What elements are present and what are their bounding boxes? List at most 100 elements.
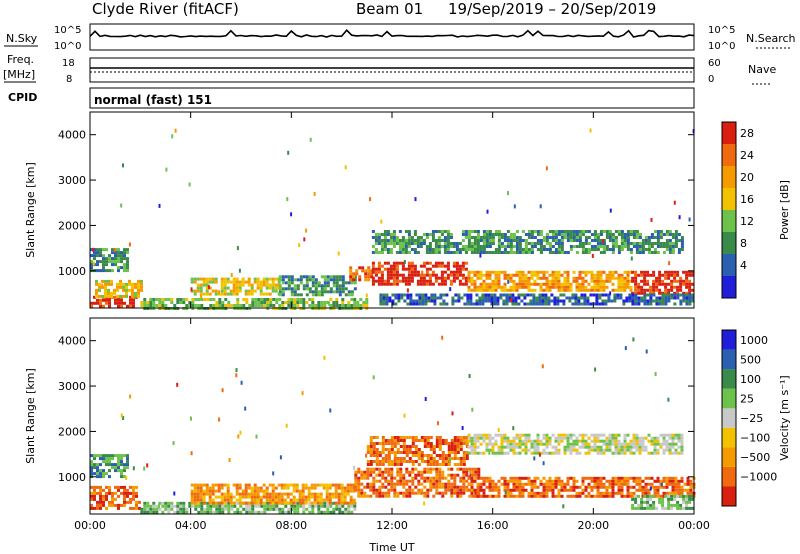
data-cell [650, 251, 654, 254]
data-cell [494, 233, 498, 236]
data-cell [328, 486, 332, 490]
data-cell [497, 448, 501, 452]
data-cell [572, 230, 576, 233]
data-cell [283, 486, 287, 490]
data-cell [120, 463, 123, 467]
data-cell [443, 248, 447, 251]
data-cell [506, 230, 510, 233]
data-cell [488, 285, 492, 289]
data-cell [389, 248, 393, 251]
data-cell [366, 451, 370, 454]
data-cell [605, 494, 609, 498]
data-cell [674, 479, 678, 483]
data-cell [224, 507, 228, 511]
data-cell [158, 298, 162, 301]
data-cell [491, 270, 495, 274]
data-cell [557, 476, 561, 480]
data-cell [104, 291, 107, 295]
data-cell [244, 292, 248, 296]
data-cell [649, 506, 653, 510]
data-cell [441, 491, 445, 495]
cpid-strip-frame [89, 87, 695, 109]
data-cell [503, 485, 507, 489]
data-cell [266, 504, 270, 508]
data-cell [533, 442, 537, 446]
data-cell [265, 280, 269, 284]
data-cell [287, 507, 291, 511]
data-cell [111, 457, 114, 461]
data-cell [551, 239, 555, 242]
data-cell [524, 488, 528, 492]
data-cell [337, 501, 341, 505]
data-cell [432, 467, 436, 471]
data-cell [530, 288, 534, 292]
data-cell [590, 270, 594, 274]
data-cell [620, 285, 624, 289]
data-cell [378, 470, 382, 474]
data-cell [611, 251, 615, 254]
data-cell [665, 448, 669, 452]
data-cell [372, 454, 376, 457]
data-cell [223, 280, 227, 284]
data-cell [575, 245, 579, 248]
data-cell [623, 451, 627, 455]
data-cell [590, 288, 594, 292]
data-cell [272, 504, 276, 508]
data-cell [643, 276, 647, 280]
data-cell [640, 288, 644, 292]
data-cell [161, 510, 165, 514]
data-cell [593, 476, 597, 480]
data-cell [524, 279, 528, 283]
data-cell [125, 282, 128, 286]
data-cell [441, 460, 445, 463]
data-cell [635, 482, 639, 486]
data-cell [580, 293, 584, 297]
data-cell [494, 276, 498, 280]
data-cell [341, 290, 345, 294]
data-cell [360, 473, 364, 477]
data-cell [464, 230, 468, 233]
data-cell [369, 448, 373, 451]
data-cell [179, 298, 183, 301]
data-cell [653, 230, 657, 233]
data-cell [271, 286, 275, 290]
data-cell [289, 498, 293, 502]
data-cell [381, 485, 385, 489]
data-cell [123, 269, 126, 273]
data-speck [165, 167, 168, 172]
data-cell [381, 442, 385, 445]
data-cell [673, 503, 677, 507]
data-cell [548, 282, 552, 286]
data-cell [146, 501, 150, 505]
data-cell [96, 301, 99, 305]
data-cell [461, 276, 465, 280]
data-cell [320, 290, 324, 294]
data-cell [135, 500, 138, 504]
data-cell [566, 482, 570, 486]
data-cell [620, 230, 624, 233]
data-cell [372, 451, 376, 454]
data-cell [420, 476, 424, 480]
data-cell [308, 510, 312, 514]
data-cell [662, 439, 666, 443]
data-cell [599, 433, 603, 437]
data-cell [459, 442, 463, 445]
data-cell [547, 302, 551, 306]
data-cell [674, 245, 678, 248]
data-cell [464, 267, 468, 271]
data-cell [338, 504, 342, 508]
data-cell [626, 245, 630, 248]
data-cell [334, 501, 338, 505]
data-cell [251, 301, 255, 304]
data-cell [467, 270, 471, 274]
data-cell [371, 270, 375, 274]
colorbar-segment [722, 166, 736, 188]
data-cell [638, 251, 642, 254]
data-cell [236, 510, 240, 514]
data-cell [326, 290, 330, 294]
data-cell [435, 470, 439, 474]
data-cell [599, 285, 603, 289]
data-cell [521, 270, 525, 274]
data-cell [119, 279, 122, 283]
data-cell [538, 296, 542, 300]
